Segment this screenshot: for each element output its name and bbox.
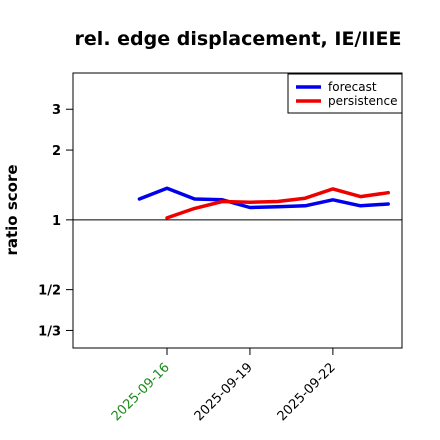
y-tick-label: 1/2 [38,284,61,299]
axes: 3 2 1 1/2 1/3 2025-09-16 2025-09-19 2025-09-22 [38,72,403,424]
y-tick-label: 1 [52,214,61,229]
series-line-forecast [137,186,390,210]
chart-title: rel. edge displacement, IE/IIEE [75,28,402,50]
plot-area [73,186,402,221]
y-tick-label: 3 [52,103,61,118]
x-tick-label: 2025-09-16 [109,360,173,424]
series-line-persistence [165,187,390,220]
y-axis-label: ratio score [3,164,21,255]
y-tick-label: 2 [52,144,61,159]
x-tick-label: 2025-09-22 [275,360,339,424]
x-tick-label: 2025-09-19 [192,360,256,424]
legend-label-forecast: forecast [328,80,377,94]
y-tick-label: 1/3 [38,324,61,339]
plot-frame [72,72,403,349]
legend-box [287,73,403,114]
legend-label-persistence: persistence [328,94,397,108]
